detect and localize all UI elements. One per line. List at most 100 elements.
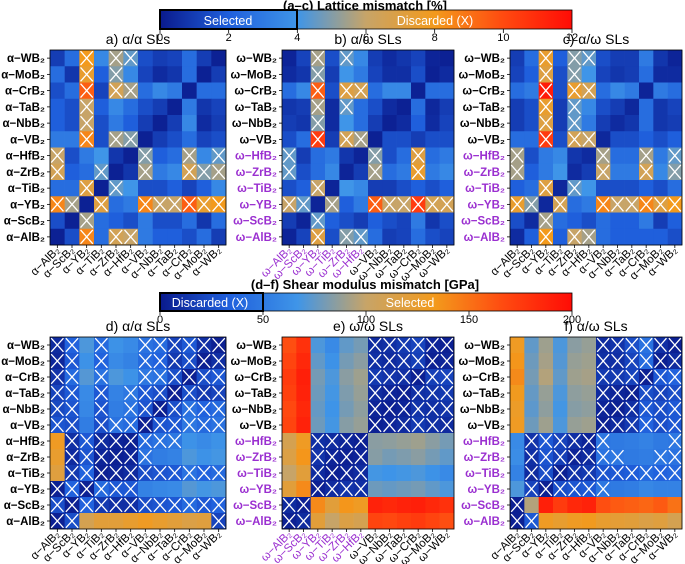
discard-cross [625, 465, 639, 481]
heatmap-cell [538, 196, 554, 213]
heatmap-cell [211, 131, 227, 148]
heatmap-cell [382, 513, 397, 530]
heatmap-cell [339, 337, 354, 354]
discard-cross [212, 513, 226, 529]
heatmap-cell [510, 131, 525, 148]
heatmap-cell [167, 147, 183, 165]
discard-cross [539, 449, 553, 465]
heatmap-cell [325, 50, 340, 67]
row-label: α−MoB₂ [1, 69, 45, 81]
discard-cross [639, 164, 653, 180]
heatmap-cell [567, 497, 582, 514]
heatmap-cell [524, 115, 539, 132]
heatmap-cell [524, 353, 539, 370]
heatmap-cell [596, 180, 611, 197]
heatmap-cell [510, 98, 525, 116]
discard-cross [668, 417, 682, 433]
discard-cross [124, 229, 138, 245]
discard-cross [654, 385, 667, 401]
panel-title-b: b) α/ω SLs [334, 31, 401, 47]
heatmap-cell [368, 131, 383, 148]
heatmap-cell [296, 228, 311, 246]
heatmap-cell [396, 131, 412, 148]
row-label: ω−HfB₂ [463, 436, 505, 448]
heatmap-cell [653, 481, 668, 498]
discard-cross [153, 385, 167, 401]
discard-cross [109, 132, 123, 147]
heatmap-cell [639, 481, 654, 498]
discard-cross [94, 369, 108, 385]
discard-cross [138, 369, 152, 385]
heatmap-cell [553, 369, 568, 386]
discard-cross [124, 83, 138, 98]
discard-cross [325, 465, 339, 481]
discard-cross [426, 353, 439, 369]
heatmap-cell [94, 228, 109, 246]
heatmap-cell [425, 449, 440, 466]
discard-cross [668, 369, 682, 385]
discard-cross [80, 229, 94, 245]
heatmap-cell [524, 147, 539, 165]
heatmap-cell [182, 66, 197, 83]
heatmap-cell [339, 513, 354, 530]
heatmap-cell [553, 212, 568, 230]
heatmap-cell [553, 147, 568, 165]
heatmap-cell [296, 180, 311, 197]
row-label: α−NbB₂ [2, 118, 45, 130]
discard-cross [397, 197, 411, 212]
heatmap-cell [108, 513, 124, 530]
discard-cross [582, 229, 596, 245]
heatmap-cell [396, 481, 412, 498]
heatmap-cell [581, 147, 597, 165]
discard-cross [611, 385, 624, 401]
discard-cross [65, 337, 79, 353]
discard-cross [568, 180, 581, 196]
discard-cross [668, 401, 682, 417]
heatmap-cell [296, 465, 311, 482]
discard-cross [625, 417, 639, 433]
heatmap-cell [296, 337, 311, 354]
heatmap-cell [138, 115, 153, 132]
heatmap-cell [524, 385, 539, 402]
discard-cross [282, 148, 296, 163]
discard-cross [80, 50, 94, 66]
heatmap-cell [182, 513, 197, 530]
discard-cross [311, 481, 325, 497]
heatmap-cell [439, 147, 455, 165]
discard-cross [411, 337, 425, 353]
heatmap-cell [596, 228, 611, 246]
discard-cross [138, 449, 152, 465]
heatmap-cell [123, 180, 139, 197]
discard-cross [282, 513, 296, 529]
discard-cross [411, 164, 425, 180]
heatmap-cell [123, 163, 139, 181]
discard-cross [182, 385, 196, 401]
discard-cross [182, 148, 196, 163]
heatmap-cell [653, 115, 668, 132]
heatmap-cell [152, 50, 168, 67]
heatmap-cell [368, 212, 383, 230]
discard-cross [153, 197, 167, 212]
heatmap-cell [425, 212, 440, 230]
heatmap-cell [108, 98, 124, 116]
discard-cross [582, 465, 596, 481]
discard-cross [397, 353, 411, 369]
heatmap-cell [64, 131, 80, 148]
row-label: α−TaB₂ [5, 102, 45, 114]
heatmap-cell [167, 228, 183, 246]
heatmap-cell [610, 163, 625, 181]
discard-cross [168, 497, 182, 513]
heatmap-cell [368, 513, 383, 530]
heatmap-cell [368, 180, 383, 197]
heatmap-cell [382, 115, 397, 132]
heatmap-cell [94, 147, 109, 165]
discard-cross [625, 353, 639, 369]
heatmap-cell [639, 50, 654, 67]
panel-e: e) ω/ω SLs ω−WB₂ ω−MoB₂ ω−CrB₂ ω−TaB₂ ω−NbB₂ ω… [231, 318, 455, 564]
heatmap-cell [382, 212, 397, 230]
discard-cross [311, 83, 325, 98]
discard-cross [383, 401, 396, 417]
heatmap-cell [581, 196, 597, 213]
heatmap-cell [439, 115, 455, 132]
heatmap-cell [64, 66, 80, 83]
